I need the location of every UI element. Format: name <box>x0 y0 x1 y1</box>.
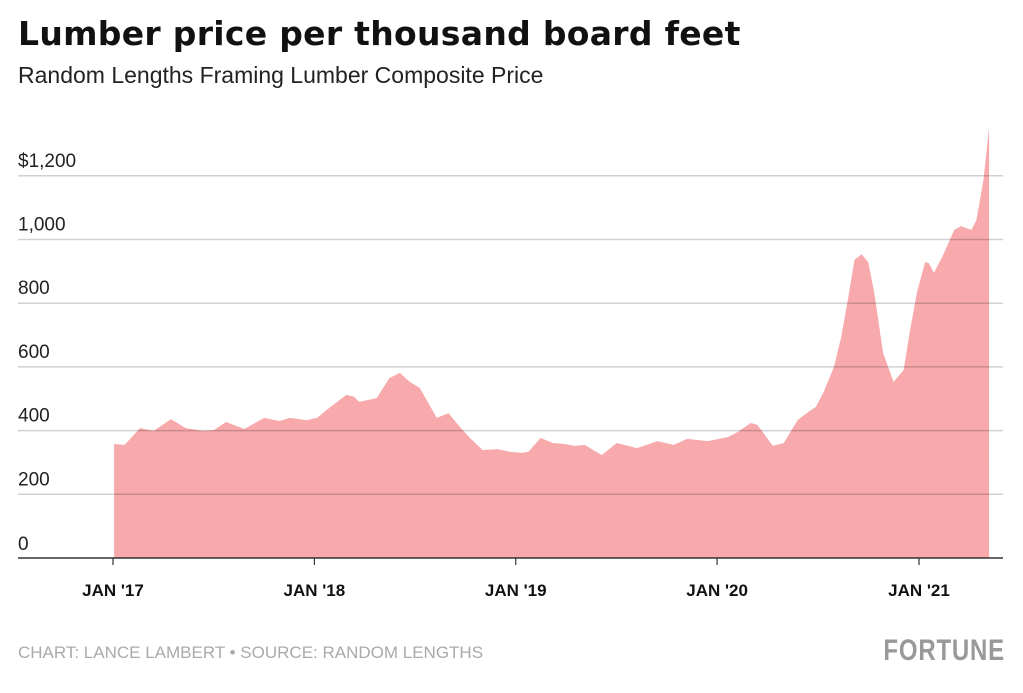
chart-title: Lumber price per thousand board feet <box>18 14 741 53</box>
y-tick-label: 600 <box>18 342 50 363</box>
chart-subtitle: Random Lengths Framing Lumber Composite … <box>18 62 544 88</box>
y-tick-label: 800 <box>18 278 50 299</box>
y-tick-label: 1,000 <box>18 215 66 236</box>
y-tick-label: 200 <box>18 469 50 490</box>
chart-credit: CHART: LANCE LAMBERT • SOURCE: RANDOM LE… <box>18 643 484 662</box>
x-tick-label: JAN '17 <box>82 581 144 600</box>
y-tick-label: 0 <box>18 534 29 555</box>
x-tick-label: JAN '18 <box>284 581 346 600</box>
x-tick-label: JAN '21 <box>888 581 950 600</box>
price-area <box>114 127 990 558</box>
x-tick-label: JAN '19 <box>485 581 547 600</box>
fortune-logo: FORTUNE <box>883 634 1005 667</box>
x-tick-label: JAN '20 <box>686 581 748 600</box>
y-tick-label: 400 <box>18 406 50 427</box>
y-tick-label: $1,200 <box>18 151 76 172</box>
